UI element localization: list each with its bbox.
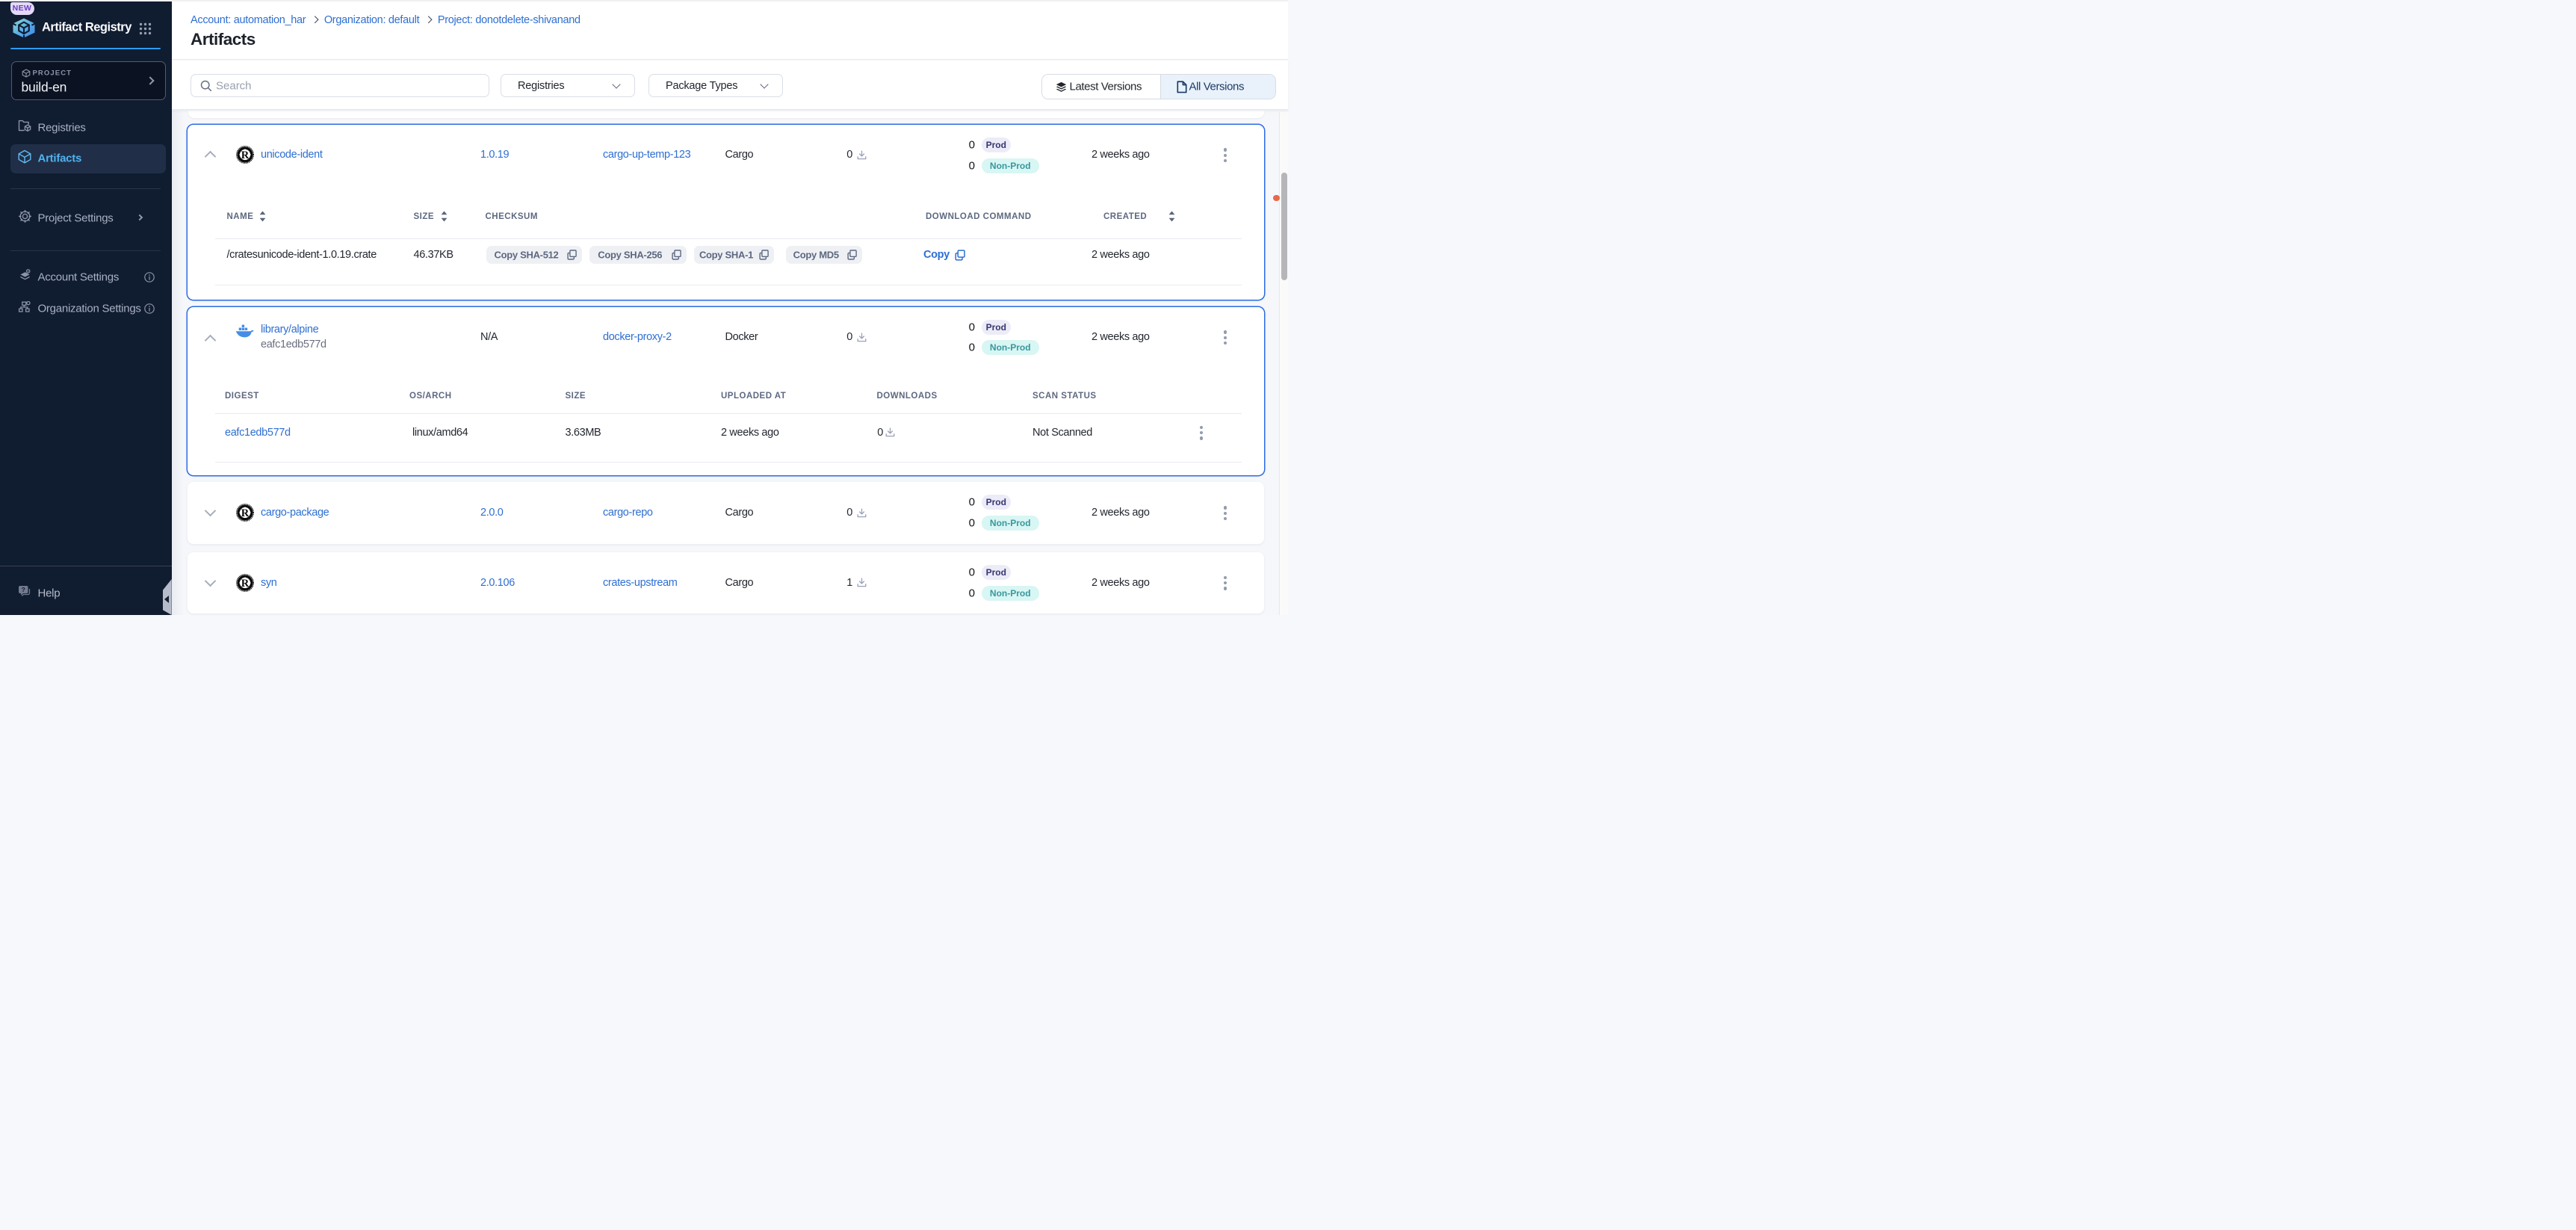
- svg-text:R: R: [241, 578, 250, 590]
- svg-text:R: R: [241, 149, 250, 161]
- svg-text:R: R: [241, 507, 250, 519]
- svg-text:?: ?: [22, 586, 25, 593]
